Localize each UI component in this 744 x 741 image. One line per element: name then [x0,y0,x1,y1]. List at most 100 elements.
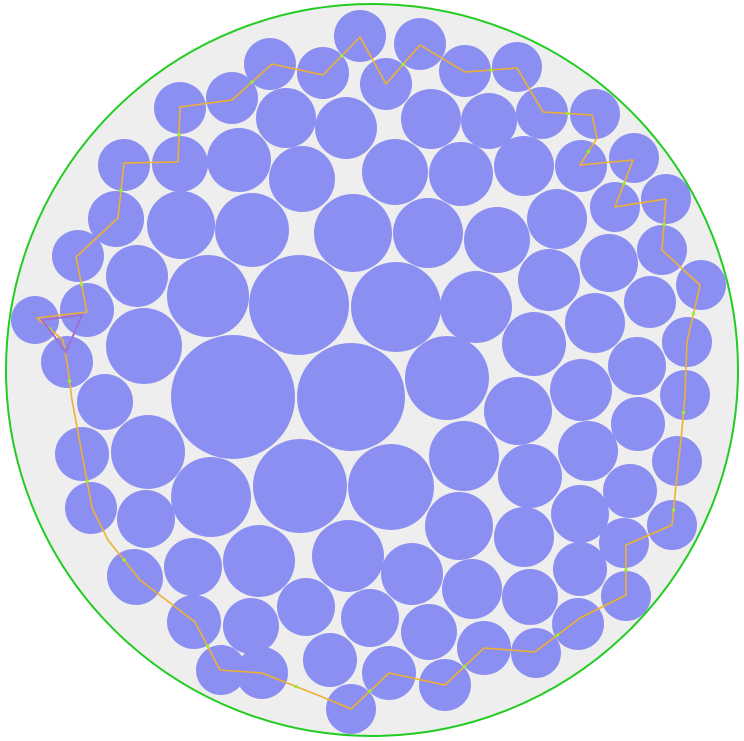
packed-circle [492,42,542,92]
packed-circle [277,578,335,636]
start-triangle [40,313,84,354]
packed-circle [552,598,604,650]
path-marker [250,80,254,84]
packed-circle [206,72,258,124]
packed-circle [527,189,587,249]
packed-circle [147,191,215,259]
path-marker [555,633,560,637]
path-marker [565,111,570,116]
packed-circles [11,10,726,734]
packed-circle [297,47,349,99]
packed-circle [429,142,493,206]
packed-circle [152,136,208,192]
packed-circle [425,492,493,560]
packed-circle [405,336,489,420]
packed-circle [303,633,357,687]
path-marker [339,54,344,58]
path-marker [462,664,467,669]
packed-circle [381,543,443,605]
packed-circle [624,276,676,328]
path-marker [662,222,666,227]
path-marker [622,181,626,186]
path-marker [671,508,676,512]
path-marker [85,479,89,483]
path-marker [205,644,210,648]
path-marker [79,282,84,287]
packed-circle [269,146,335,212]
packed-circle [362,139,428,205]
packed-circle [223,525,295,597]
path-marker [681,410,686,415]
packed-circle [439,45,491,97]
packed-circle [555,140,607,192]
packed-circle [652,436,702,486]
packed-circle [341,589,399,647]
packed-circle [111,415,185,489]
path-marker [294,684,298,689]
packed-circle [570,89,620,139]
packed-circle [429,421,499,491]
packed-circle [609,133,659,183]
packed-circle [401,604,457,660]
packed-circle [253,439,347,533]
packed-circle [106,245,168,307]
path-marker [119,188,123,193]
boundary-path [36,36,701,710]
packed-circle [223,598,279,654]
packed-circle [601,571,651,621]
packed-circle [171,335,295,459]
packed-circle [164,538,222,596]
packed-circle [498,444,562,508]
packed-circle [315,97,377,159]
packed-circle [65,482,117,534]
packed-circle [167,255,249,337]
path-marker [624,568,628,572]
packed-circle [502,312,566,376]
packed-circle [207,128,271,192]
packed-circle [312,520,384,592]
packed-circle [580,234,638,292]
path-marker [122,558,126,562]
packed-circle [171,457,251,537]
packed-circle [502,569,558,625]
packed-circle [394,18,446,70]
packed-circle [516,87,568,139]
packed-circle [334,10,386,62]
packed-circle [215,193,289,267]
packed-circle [551,485,609,543]
packed-circle [106,308,182,384]
packed-circle [117,490,175,548]
packed-circle [558,421,618,481]
packed-circle [351,262,441,352]
packed-circle [518,249,580,311]
packed-circle [599,518,649,568]
packed-circle [256,88,316,148]
path-marker [401,62,405,67]
path-marker [67,379,72,383]
packed-circle [442,559,502,619]
packed-circle [11,296,59,344]
packed-circle [511,628,561,678]
path-marker [368,689,372,693]
packed-circle [553,542,607,596]
path-marker [489,68,493,72]
packed-circle [249,255,349,355]
packed-circle [440,271,512,343]
packed-circle [348,444,434,530]
packed-circle [109,551,163,605]
packed-circle [314,194,392,272]
packed-circle [494,136,554,196]
packed-circle [608,337,666,395]
packed-circle [611,397,665,451]
packed-circle [393,198,463,268]
path-marker [177,132,181,137]
path-marker [586,149,591,154]
packed-circle [464,207,530,273]
packed-circle [676,260,726,310]
packed-circle [603,464,657,518]
packed-circle [461,93,517,149]
packed-circle [401,89,461,149]
path-markers [48,54,696,693]
packed-circle [297,343,405,451]
